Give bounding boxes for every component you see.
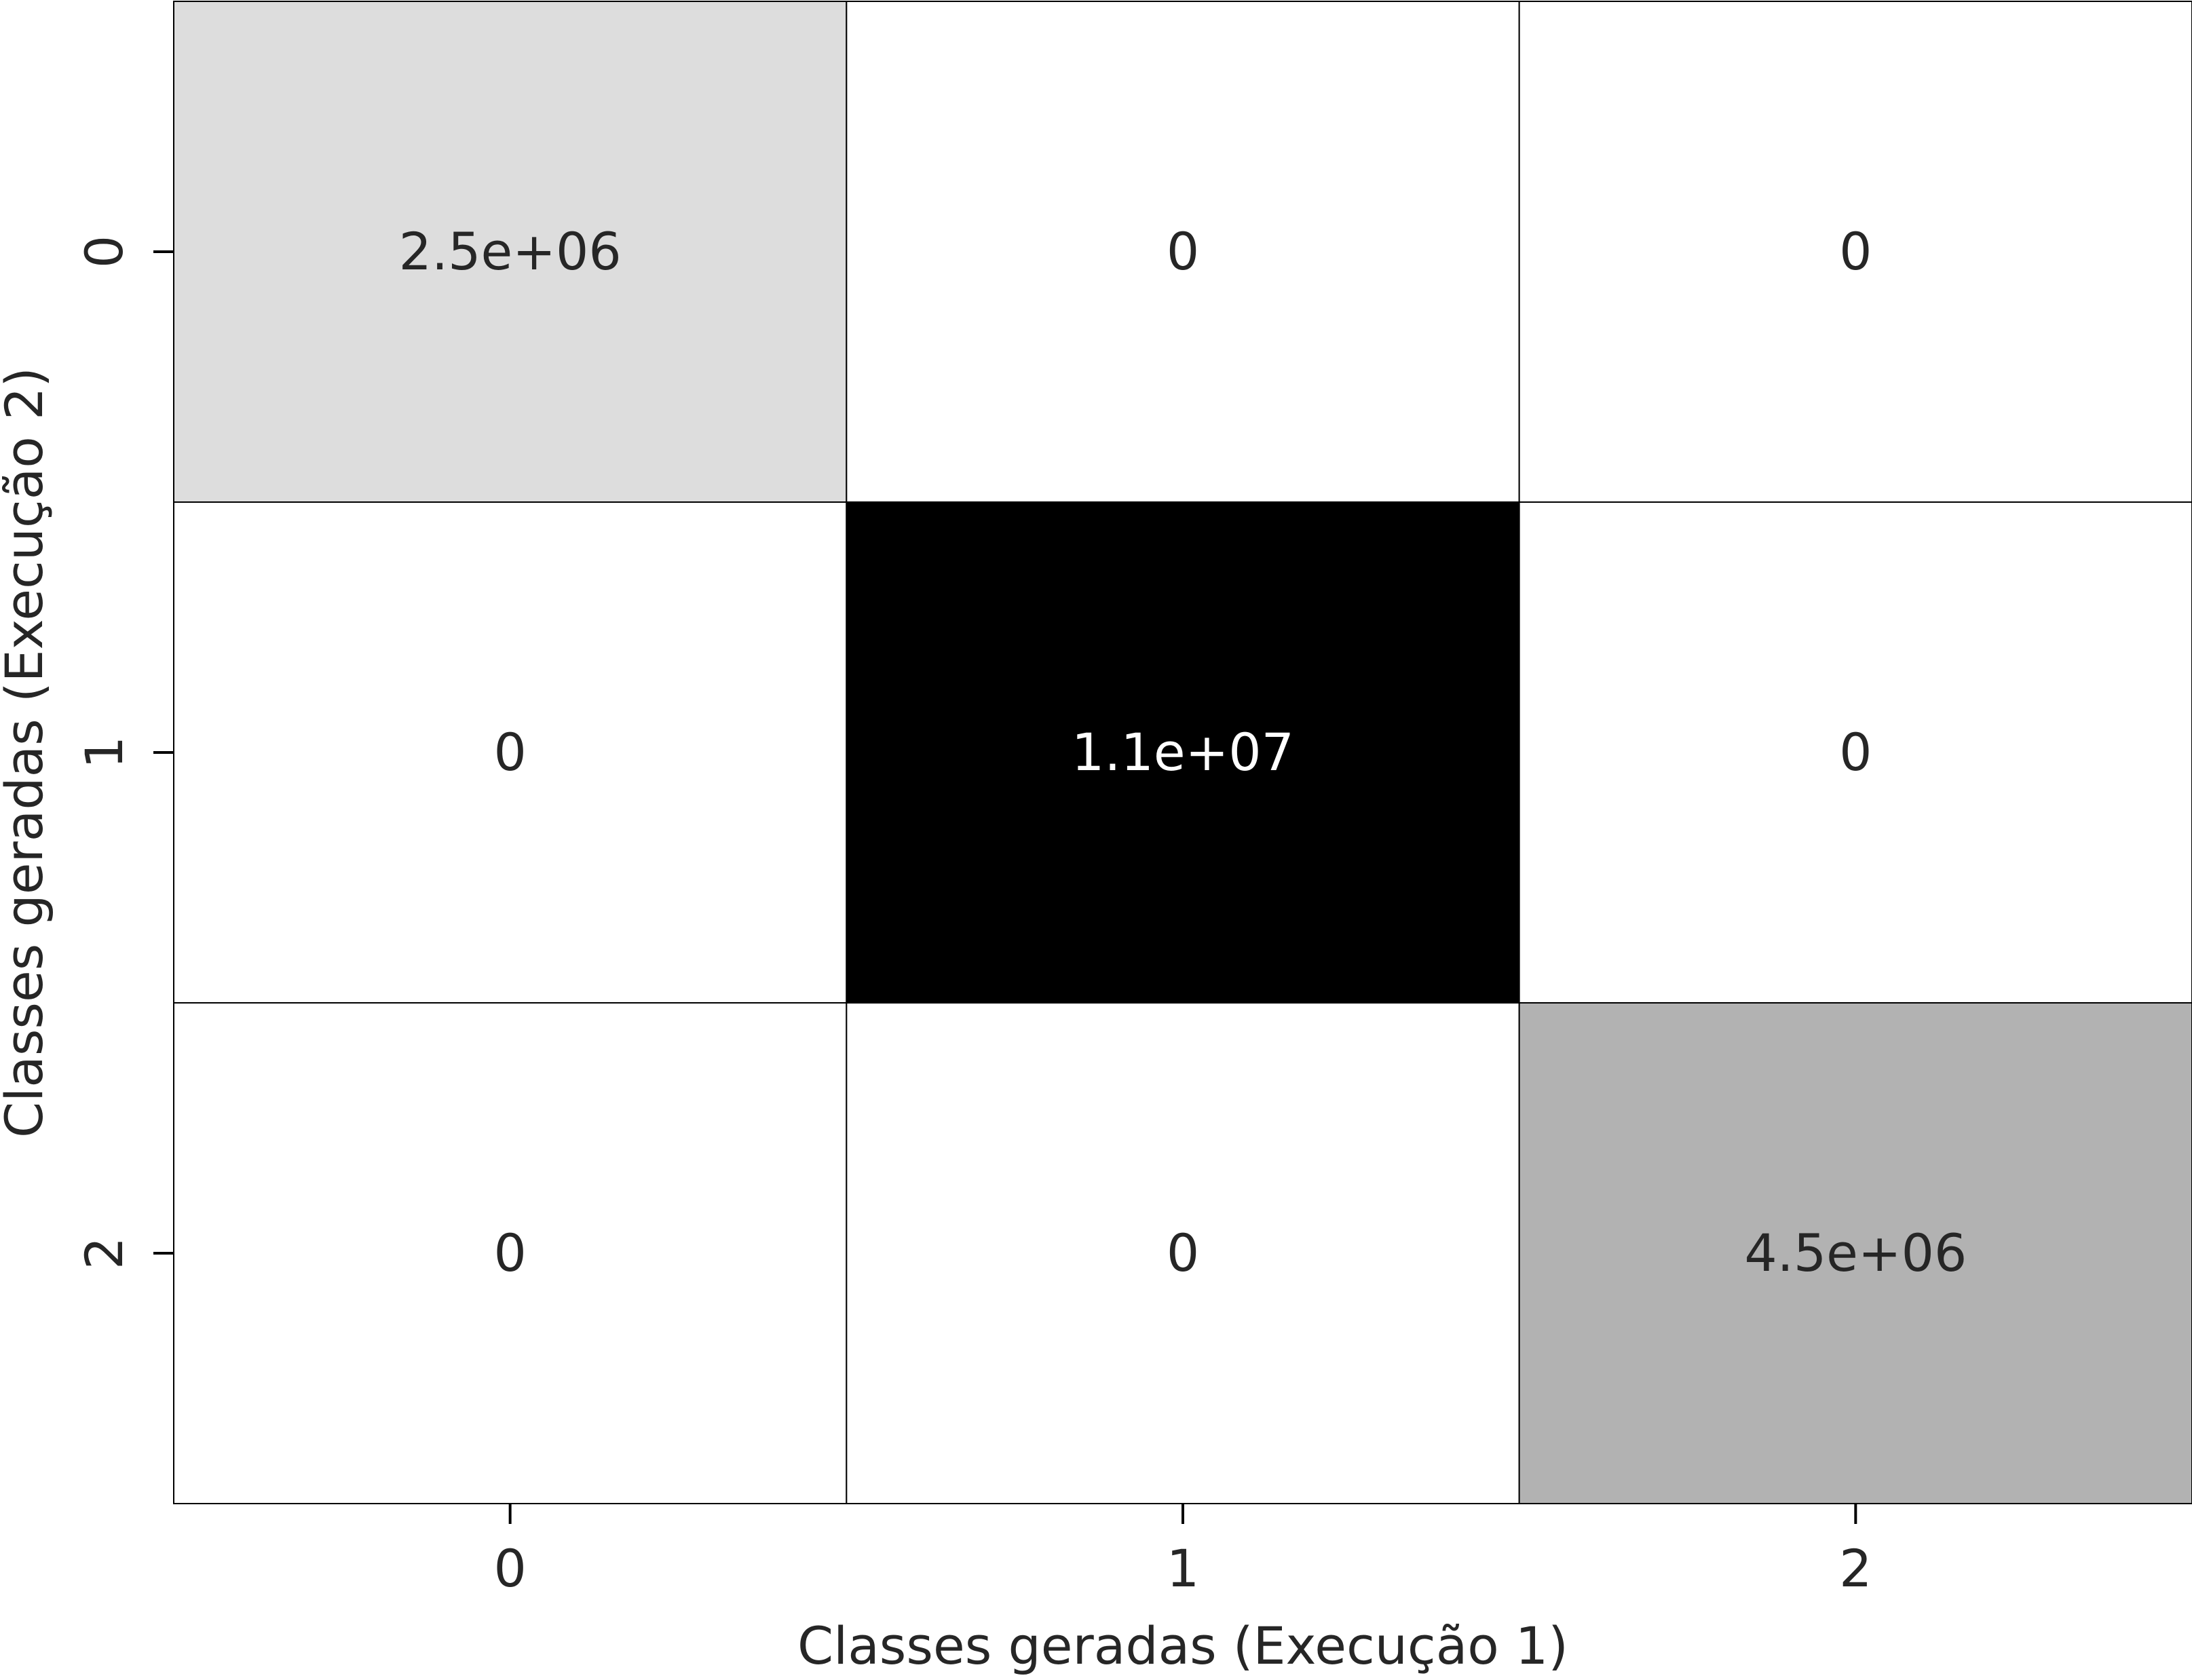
heatmap-cell-label-r1-c1: 1.1e+07	[1072, 722, 1294, 782]
heatmap-cell-r1-c0	[173, 501, 848, 1004]
heatmap-cell-label-r0-c2: 0	[1839, 221, 1872, 282]
x-axis-label: Classes geradas (Execução 1)	[797, 1616, 1568, 1676]
heatmap-cell-label-r2-c2: 4.5e+06	[1744, 1223, 1967, 1283]
x-tick-label-1: 1	[1167, 1538, 1199, 1599]
heatmap-cell-label-r1-c0: 0	[493, 722, 526, 782]
x-tick-label-2: 2	[1839, 1538, 1872, 1599]
y-tick-label-2: 2	[74, 1237, 134, 1269]
x-tick-label-0: 0	[493, 1538, 526, 1599]
heatmap-cell-label-r0-c1: 0	[1167, 221, 1199, 282]
heatmap-cell-label-r0-c0: 2.5e+06	[399, 221, 622, 282]
x-axis-ticks: 0 1 2	[493, 1504, 1872, 1599]
y-tick-label-0: 0	[74, 235, 134, 268]
heatmap-cell-r2-c0	[173, 1002, 848, 1504]
y-axis-ticks: 0 1 2	[74, 235, 174, 1269]
heatmap-cell-r1-c1	[846, 501, 1520, 1004]
y-tick-label-1: 1	[74, 736, 134, 769]
heatmap-cell-r2-c1	[846, 1002, 1520, 1504]
heatmap-cell-label-r2-c0: 0	[493, 1223, 526, 1283]
y-axis-label: Classes geradas (Execução 2)	[0, 367, 54, 1138]
heatmap-cell-label-r2-c1: 0	[1167, 1223, 1199, 1283]
heatmap-cell-r0-c1	[846, 1, 1520, 503]
heatmap-cells	[173, 1, 2192, 1504]
heatmap-cell-r1-c2	[1518, 501, 2192, 1004]
heatmap-cell-r0-c0	[173, 1, 848, 503]
heatmap-cell-label-r1-c2: 0	[1839, 722, 1872, 782]
heatmap-cell-labels: 2.5e+06 0 0 0 1.1e+07 0 0 0 4.5e+06	[399, 221, 1967, 1283]
